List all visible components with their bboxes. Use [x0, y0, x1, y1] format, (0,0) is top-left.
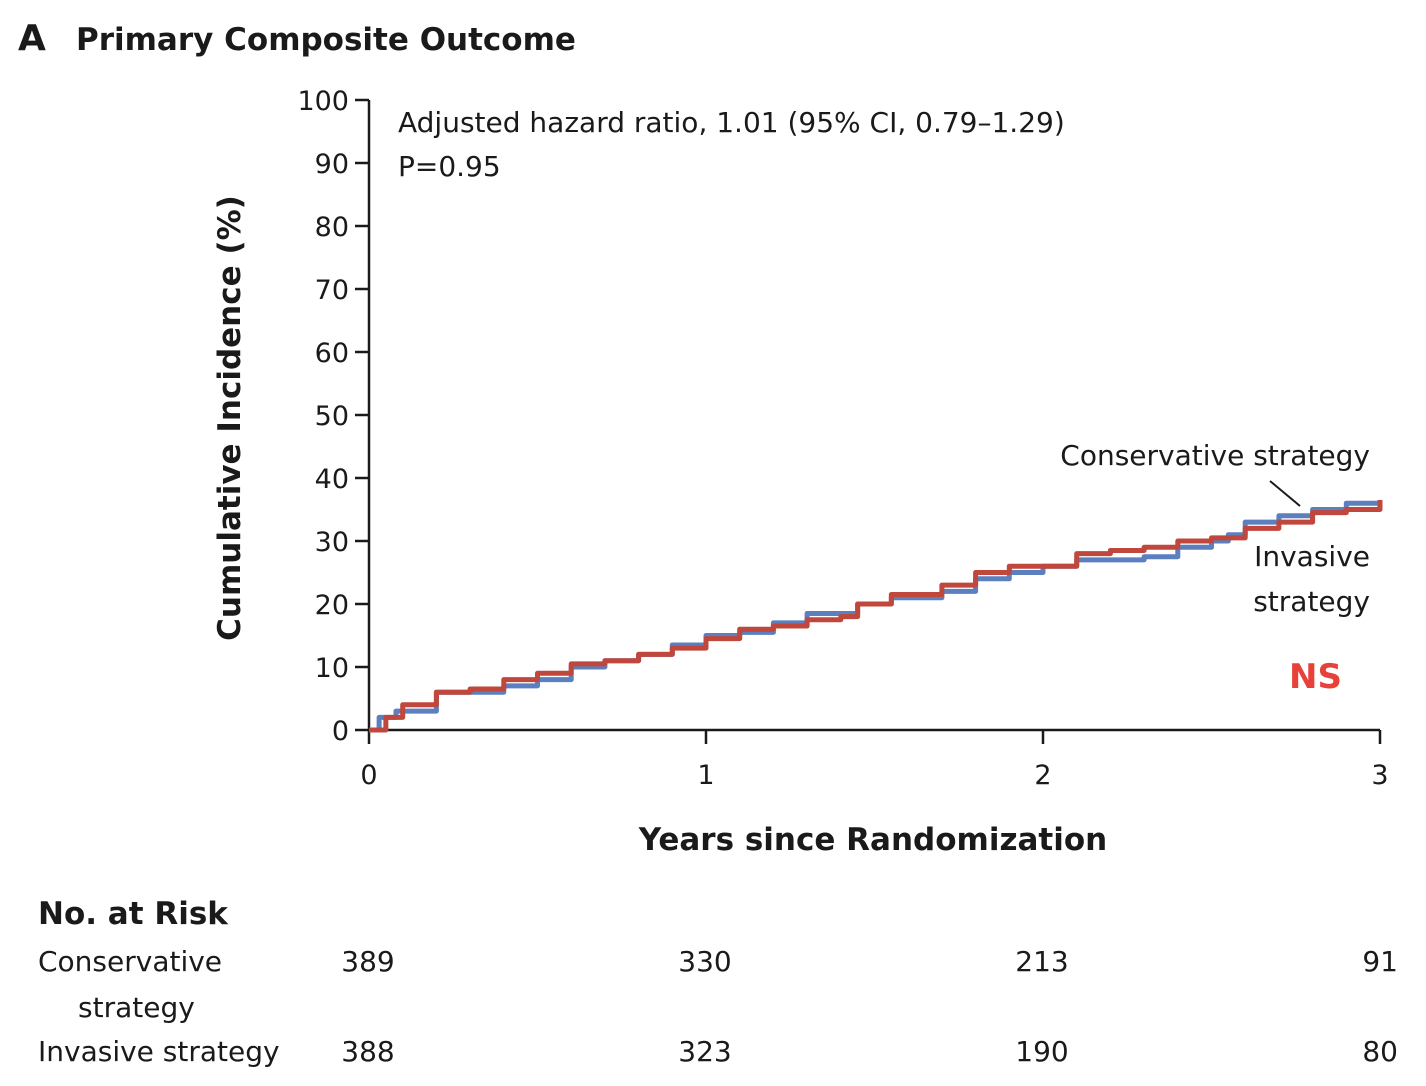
y-tick-label: 100: [297, 86, 349, 117]
risk-row-conservative-label-line2: strategy: [78, 991, 195, 1024]
x-tick-label: 3: [1371, 760, 1388, 791]
y-ticks: 0 10 20 30 40 50 60 70 80 90 100: [297, 86, 369, 747]
risk-value: 80: [1362, 1035, 1398, 1068]
risk-row-invasive-values: 388 323 190 80: [341, 1035, 1398, 1068]
y-tick-label: 90: [315, 149, 349, 180]
risk-value: 330: [678, 945, 731, 978]
risk-value: 213: [1015, 945, 1068, 978]
ns-annotation: NS: [1289, 657, 1342, 697]
hazard-ratio-annotation: Adjusted hazard ratio, 1.01 (95% CI, 0.7…: [398, 106, 1065, 139]
y-tick-label: 20: [315, 590, 349, 621]
panel-title: Primary Composite Outcome: [76, 22, 576, 58]
y-tick-label: 50: [315, 401, 349, 432]
series-layer: [369, 500, 1383, 733]
risk-row-conservative-values: 389 330 213 91: [341, 945, 1398, 978]
x-axis-label: Years since Randomization: [638, 822, 1107, 858]
y-tick-label: 40: [315, 464, 349, 495]
x-ticks: 0 1 2 3: [360, 730, 1389, 791]
invasive-series-label-line1: Invasive: [1254, 540, 1370, 573]
risk-value: 388: [341, 1035, 394, 1068]
risk-value: 323: [678, 1035, 731, 1068]
risk-table-title: No. at Risk: [38, 896, 229, 932]
conservative-leader-line: [1269, 480, 1301, 507]
risk-row-conservative-label-line1: Conservative: [38, 945, 222, 978]
invasive-series-line: [369, 500, 1383, 733]
y-tick-label: 0: [332, 716, 349, 747]
panel-letter: A: [18, 18, 46, 59]
y-tick-label: 30: [315, 527, 349, 558]
risk-value: 190: [1015, 1035, 1068, 1068]
p-value-annotation: P=0.95: [398, 150, 501, 183]
y-axis-label: Cumulative Incidence (%): [212, 195, 248, 641]
invasive-series-label-line2: strategy: [1253, 585, 1370, 618]
conservative-series-label: Conservative strategy: [1060, 439, 1370, 472]
conservative-series-line: [369, 500, 1383, 733]
x-tick-label: 2: [1034, 760, 1051, 791]
y-tick-label: 80: [315, 212, 349, 243]
y-tick-label: 70: [315, 275, 349, 306]
y-tick-label: 60: [315, 338, 349, 369]
risk-value: 91: [1362, 945, 1398, 978]
risk-row-invasive-label: Invasive strategy: [38, 1035, 280, 1068]
y-tick-label: 10: [315, 653, 349, 684]
x-tick-label: 0: [360, 760, 377, 791]
risk-value: 389: [341, 945, 394, 978]
x-tick-label: 1: [697, 760, 714, 791]
chart-axes: [367, 100, 1380, 732]
